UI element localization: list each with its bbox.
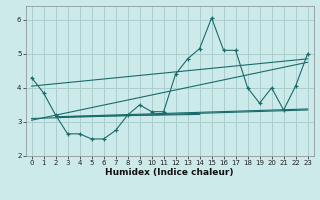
X-axis label: Humidex (Indice chaleur): Humidex (Indice chaleur) bbox=[105, 168, 234, 177]
